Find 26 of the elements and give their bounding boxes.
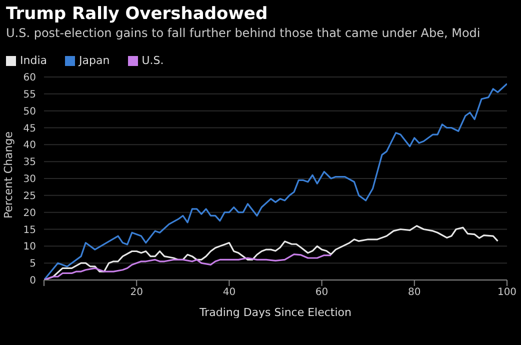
x-tick-label: 60 <box>315 287 328 298</box>
y-tick-label: 45 <box>23 123 36 134</box>
x-axis-title: Trading Days Since Election <box>198 306 352 319</box>
y-tick-label: 50 <box>23 106 36 118</box>
y-tick-label: 30 <box>23 174 36 186</box>
x-tick-label: 80 <box>408 287 421 298</box>
chart-subtitle: U.S. post-election gains to fall further behind those that came under Abe, Modi <box>6 26 480 40</box>
y-tick-label: 60 <box>23 72 36 84</box>
y-tick-label: 15 <box>23 224 36 236</box>
legend-label: Japan <box>78 54 110 67</box>
legend-label: U.S. <box>140 54 164 67</box>
x-tick-label: 20 <box>130 287 143 298</box>
y-tick-label: 40 <box>23 140 36 152</box>
y-tick-label: 20 <box>23 208 36 219</box>
y-tick-label: 35 <box>23 157 36 168</box>
chart-title: Trump Rally Overshadowed <box>6 4 268 24</box>
y-tick-label: 0 <box>30 276 36 287</box>
y-axis-title: Percent Change <box>2 131 15 218</box>
y-tick-label: 10 <box>23 242 36 253</box>
x-tick-label: 40 <box>222 287 236 298</box>
y-tick-label: 55 <box>23 89 36 100</box>
y-tick-label: 5 <box>30 258 36 270</box>
legend-label: India <box>19 54 47 67</box>
line-series <box>44 253 332 280</box>
y-tick-label: 25 <box>23 190 36 202</box>
x-tick-label: 100 <box>497 287 517 298</box>
